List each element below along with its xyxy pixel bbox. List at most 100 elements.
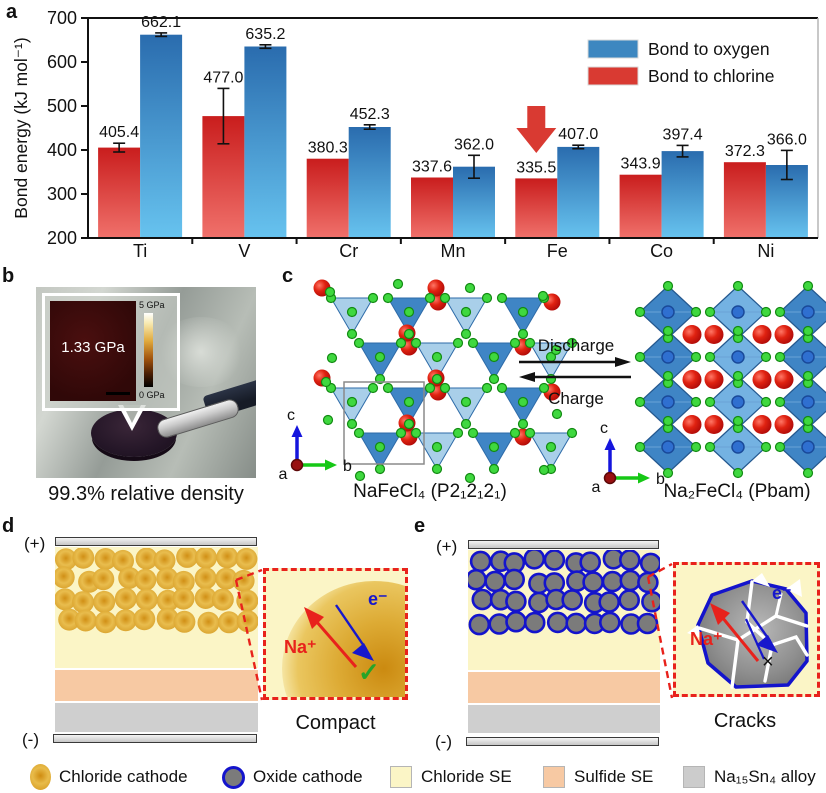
y-tick-label: 700 [47, 8, 77, 28]
check-icon: ✓ [358, 657, 380, 687]
ion-electron-arrows-d [304, 604, 374, 668]
category-label: Mn [440, 241, 465, 261]
y-tick-label: 200 [47, 228, 77, 248]
value-label: 343.9 [621, 156, 661, 173]
charge-label: Charge [548, 389, 604, 408]
y-tick-label: 400 [47, 140, 77, 160]
bar-V-1 [244, 46, 287, 238]
legend-item-label: Na₁₅Sn₄ alloy [714, 767, 816, 786]
bottom-electrode-e [466, 737, 659, 746]
na-ion-label-e: Na⁺ [690, 629, 723, 649]
legend-item: Sulfide SE [543, 762, 653, 792]
y-tick-label: 600 [47, 52, 77, 72]
swatch-icon [390, 766, 412, 788]
axis-a-label: a [592, 479, 601, 496]
oxide-cathode-icon [222, 765, 245, 789]
y-axis-label: Bond energy (kJ mol⁻¹) [11, 37, 31, 218]
legend-swatch [587, 39, 639, 59]
compact-inset: Na⁺ e⁻ ✓ [263, 568, 408, 700]
y-tick-label: 500 [47, 96, 77, 116]
bar-Cr-0 [306, 158, 349, 238]
highlight-arrow-icon [516, 106, 557, 153]
legend-entry: Bond to oxygen [648, 39, 770, 59]
ion-electron-arrows-e [710, 600, 778, 662]
legend-item: Oxide cathode [222, 762, 363, 792]
panel-label-d: d [2, 515, 15, 537]
cracks-caption: Cracks [713, 710, 777, 732]
axis-c-label: c [287, 407, 295, 424]
legend-item-label: Chloride cathode [59, 767, 188, 786]
zoom-cone-d [234, 568, 264, 701]
value-label: 452.3 [350, 106, 390, 123]
modulus-map: 1.33 GPa [50, 301, 136, 401]
value-label: 380.3 [308, 140, 348, 157]
bar-Cr-1 [348, 127, 391, 238]
na2fecl4-label: Na₂FeCl₄ (Pbam) [663, 481, 811, 502]
bond-energy-chart: 405.4 662.1 Ti 477.0 635.2 V 380.3 452.3 Cr 337.6… [0, 0, 826, 262]
pellet-photo: 1.33 GPa 5 GPa 0 GPa [36, 287, 256, 478]
value-label: 635.2 [245, 26, 285, 43]
legend-item-label: Oxide cathode [253, 767, 363, 786]
bar-Ti-1 [140, 34, 183, 239]
bottom-electrode-d [53, 734, 257, 743]
value-label: 405.4 [99, 124, 139, 141]
bar-Mn-0 [411, 177, 453, 238]
category-label: Fe [547, 241, 568, 261]
sulfide-se-layer-e [468, 672, 660, 703]
legend-item: Chloride SE [390, 762, 512, 792]
bar-Co-0 [619, 174, 662, 238]
materials-legend: Chloride cathode Oxide cathode Chloride SE… [0, 762, 826, 793]
colorbar-min: 0 GPa [139, 390, 165, 400]
panel-label-c: c [282, 265, 294, 287]
panel-label-b: b [2, 265, 15, 287]
na-ion-label-d: Na⁺ [284, 637, 317, 657]
value-label: 337.6 [412, 159, 452, 176]
category-label: Ni [757, 241, 774, 261]
colorbar-max: 5 GPa [139, 300, 165, 310]
value-label: 662.1 [141, 14, 181, 31]
legend-entry: Bond to chlorine [648, 66, 774, 86]
zoom-cone-e [646, 562, 674, 699]
density-caption: 99.3% relative density [48, 483, 244, 505]
electron-label-d: e⁻ [368, 589, 388, 609]
bar-Fe-1 [557, 146, 600, 238]
cross-icon: × [762, 651, 774, 673]
value-label: 335.5 [516, 159, 556, 176]
top-electrode-e [468, 540, 659, 549]
axis-a-label: a [279, 466, 288, 483]
alloy-layer-d [55, 703, 258, 732]
legend-item: Chloride cathode [30, 762, 188, 792]
category-label: Cr [339, 241, 358, 261]
axis-b-label: b [343, 458, 352, 475]
reaction-arrows-block: Discharge Charge [514, 336, 638, 408]
axis-b-label: b [656, 471, 665, 488]
value-label: 407.0 [558, 126, 598, 143]
bar-Ni-0 [723, 162, 766, 238]
nafecl4-label: NaFeCl₄ (P2₁2₁2₁) [353, 481, 507, 502]
bar-Co-1 [661, 151, 704, 238]
discharge-label: Discharge [537, 336, 615, 355]
y-tick-label: 300 [47, 184, 77, 204]
modulus-map-inset: 1.33 GPa 5 GPa 0 GPa [42, 293, 180, 411]
value-label: 362.0 [454, 136, 494, 153]
oxide-cathode-particles [465, 548, 663, 641]
scale-bar [106, 392, 130, 395]
crystal-structures: c b a c b a [0, 262, 826, 510]
value-label: 397.4 [663, 126, 703, 143]
legend-item-label: Sulfide SE [574, 767, 654, 786]
legend-item-label: Chloride SE [421, 767, 512, 786]
discharge-charge-arrows [519, 357, 631, 382]
category-label: Co [650, 241, 673, 261]
category-label: V [238, 241, 250, 261]
colorbar [144, 313, 153, 387]
value-label: 477.0 [203, 69, 243, 86]
legend-swatch [587, 66, 639, 86]
legend-item: Na₁₅Sn₄ alloy [683, 762, 816, 792]
positive-terminal-e: (+) [436, 537, 458, 556]
sulfide-se-layer-d [55, 670, 258, 701]
pressure-value: 1.33 GPa [61, 339, 125, 356]
axis-c-label: c [600, 420, 608, 437]
panel-label-e: e [414, 515, 426, 537]
alloy-layer-e [468, 705, 660, 733]
chloride-cathode-particles [52, 545, 259, 639]
